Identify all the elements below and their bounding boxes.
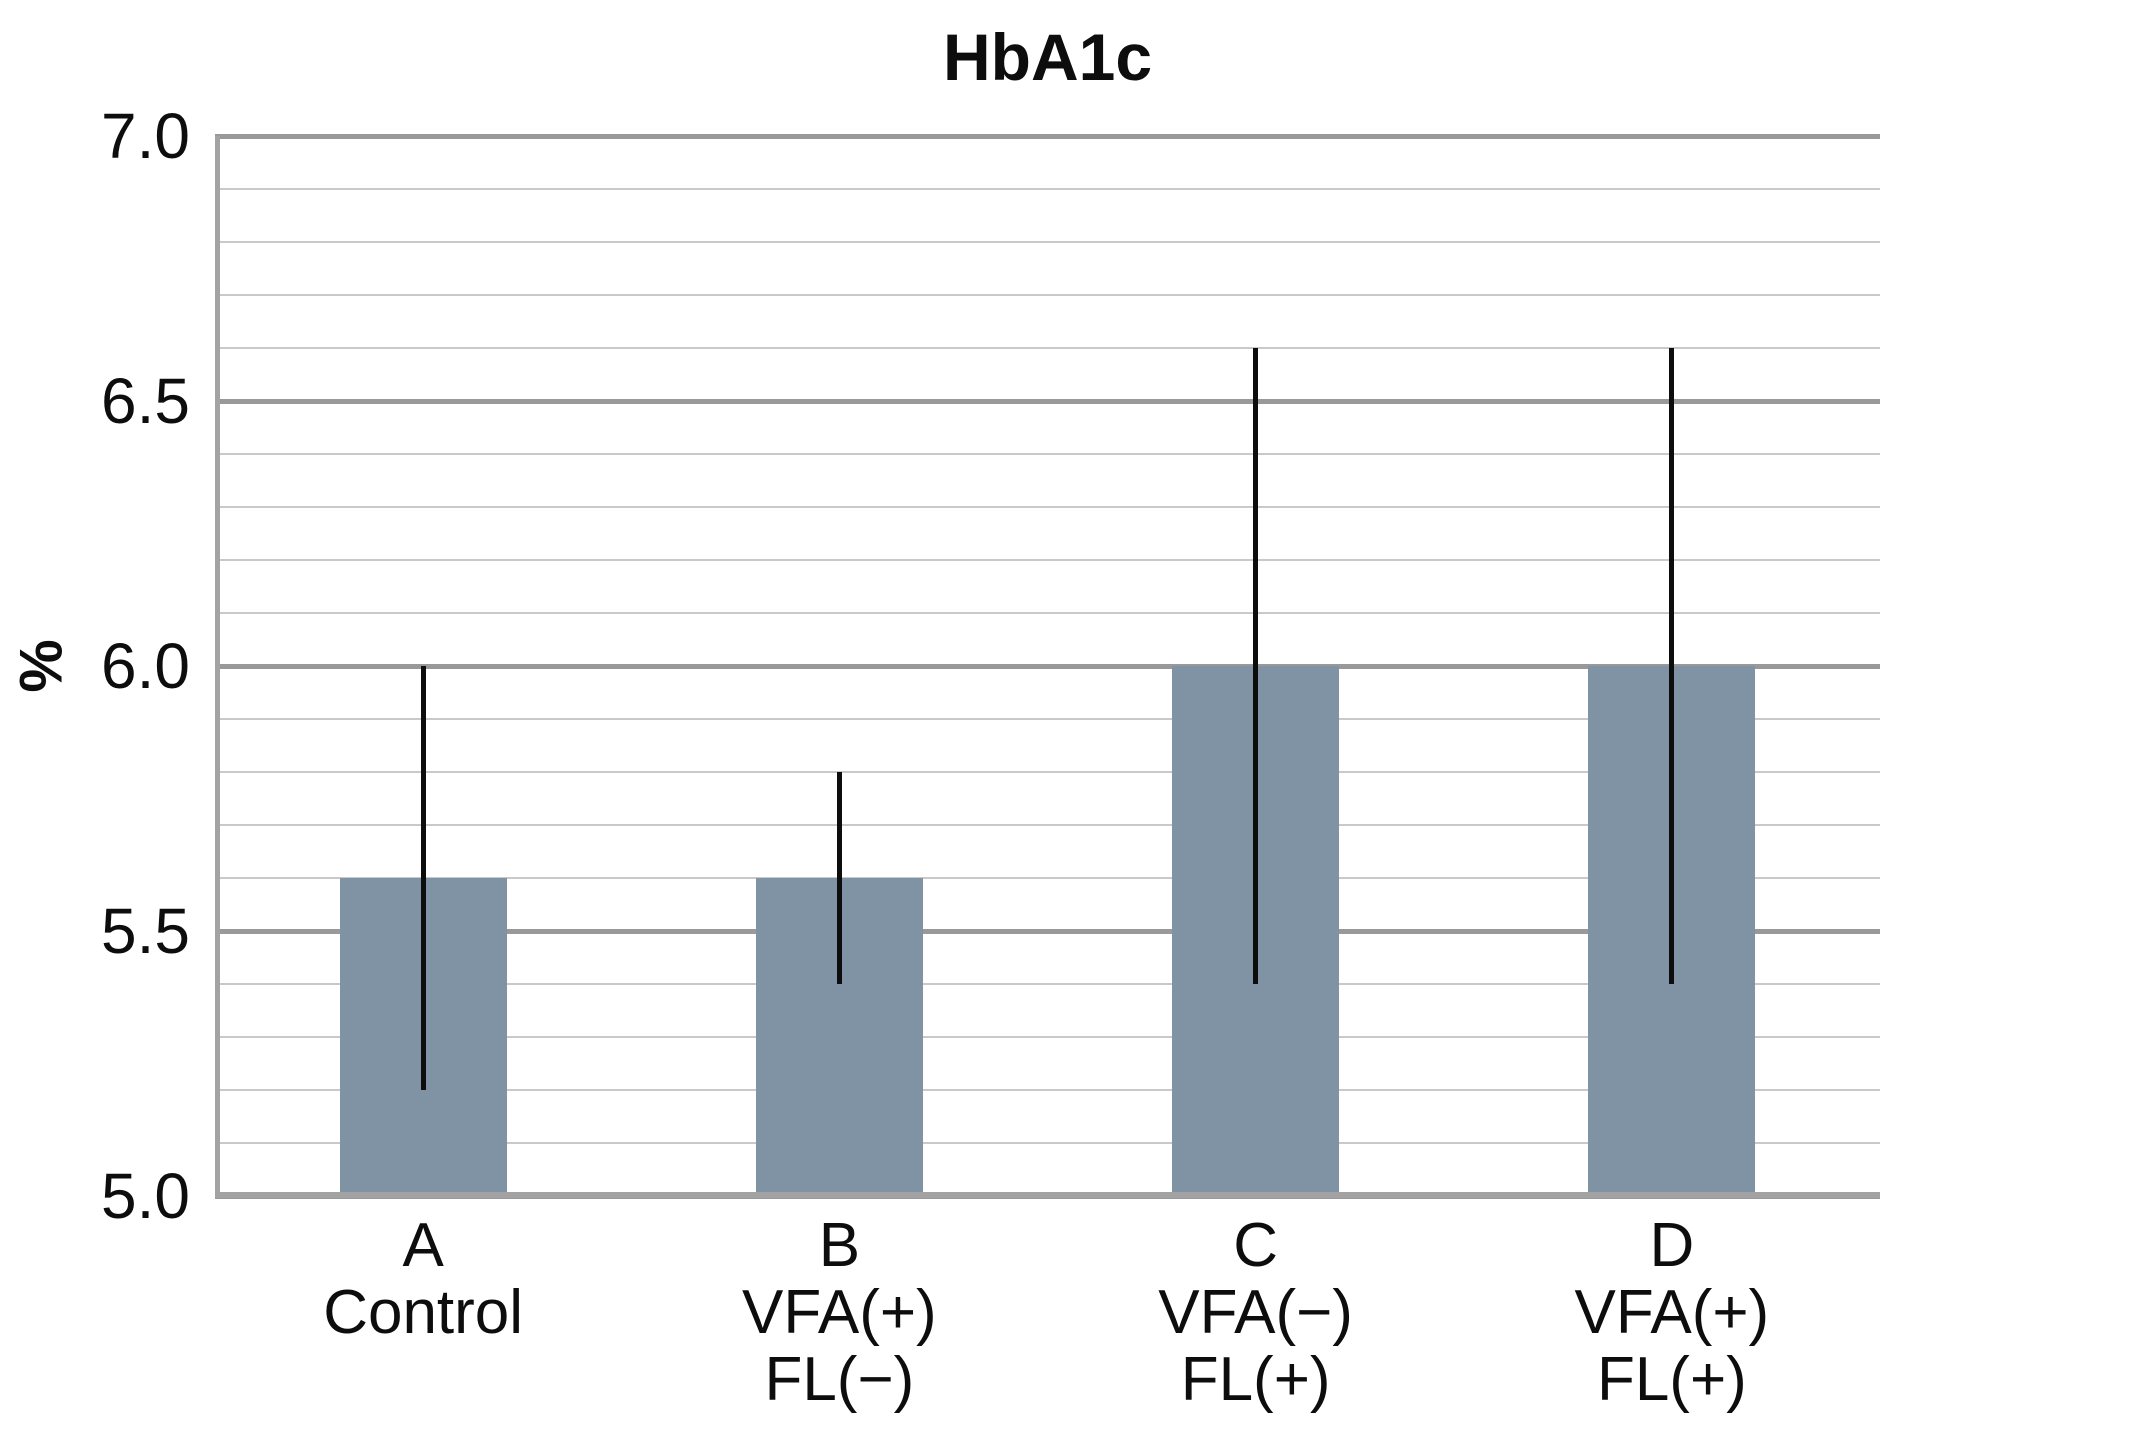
x-tick-label-line: FL(−) bbox=[764, 1345, 915, 1414]
x-tick-label-a: A Control bbox=[323, 1212, 523, 1346]
minor-gridline bbox=[215, 1036, 1880, 1038]
minor-gridline bbox=[215, 824, 1880, 826]
minor-gridline bbox=[215, 612, 1880, 614]
x-tick-label-line: VFA(+) bbox=[1574, 1278, 1770, 1347]
y-tick-label: 7.0 bbox=[101, 100, 190, 172]
minor-gridline bbox=[215, 771, 1880, 773]
x-tick-label-line: A bbox=[402, 1211, 444, 1280]
error-bar-c bbox=[1253, 348, 1259, 984]
x-tick-label-b: B VFA(+) FL(−) bbox=[742, 1212, 937, 1413]
x-tick-label-line: VFA(−) bbox=[1158, 1278, 1353, 1347]
major-gridline bbox=[215, 928, 1880, 934]
minor-gridline bbox=[215, 294, 1880, 296]
minor-gridline bbox=[215, 347, 1880, 349]
x-tick-label-line: D bbox=[1649, 1211, 1695, 1280]
minor-gridline bbox=[215, 1089, 1880, 1091]
x-tick-label-line: C bbox=[1233, 1211, 1279, 1280]
x-tick-labels: A Control B VFA(+) FL(−) C VFA(−) FL(+) D VFA(+) F… bbox=[215, 1212, 1880, 1422]
y-tick-label: 5.5 bbox=[101, 895, 190, 967]
error-bar-a bbox=[420, 666, 426, 1090]
minor-gridline bbox=[215, 453, 1880, 455]
x-tick-label-line: Control bbox=[323, 1278, 524, 1347]
y-axis-line bbox=[215, 136, 220, 1196]
minor-gridline bbox=[215, 506, 1880, 508]
error-bar-b bbox=[836, 772, 842, 984]
minor-gridline bbox=[215, 188, 1880, 190]
y-axis-label: % bbox=[7, 639, 75, 693]
x-tick-label-c: C VFA(−) FL(+) bbox=[1158, 1212, 1353, 1413]
minor-gridline bbox=[215, 983, 1880, 985]
major-gridline bbox=[215, 398, 1880, 404]
error-bar-d bbox=[1669, 348, 1675, 984]
major-gridline bbox=[215, 663, 1880, 669]
x-tick-label-line: FL(+) bbox=[1596, 1345, 1747, 1414]
y-tick-label: 5.0 bbox=[101, 1160, 190, 1232]
minor-gridline bbox=[215, 877, 1880, 879]
y-tick-label: 6.0 bbox=[101, 630, 190, 702]
y-tick-label: 6.5 bbox=[101, 365, 190, 437]
x-tick-label-d: D VFA(+) FL(+) bbox=[1575, 1212, 1770, 1413]
plot-area bbox=[215, 133, 1880, 1199]
x-tick-label-line: FL(+) bbox=[1180, 1345, 1331, 1414]
minor-gridline bbox=[215, 718, 1880, 720]
minor-gridline bbox=[215, 1142, 1880, 1144]
x-axis-line bbox=[215, 1192, 1880, 1198]
minor-gridline bbox=[215, 241, 1880, 243]
chart-title: HbA1c bbox=[942, 20, 1153, 94]
x-tick-label-line: VFA(+) bbox=[742, 1278, 937, 1347]
major-gridline bbox=[215, 133, 1880, 139]
minor-gridline bbox=[215, 559, 1880, 561]
x-tick-label-line: B bbox=[818, 1211, 861, 1280]
